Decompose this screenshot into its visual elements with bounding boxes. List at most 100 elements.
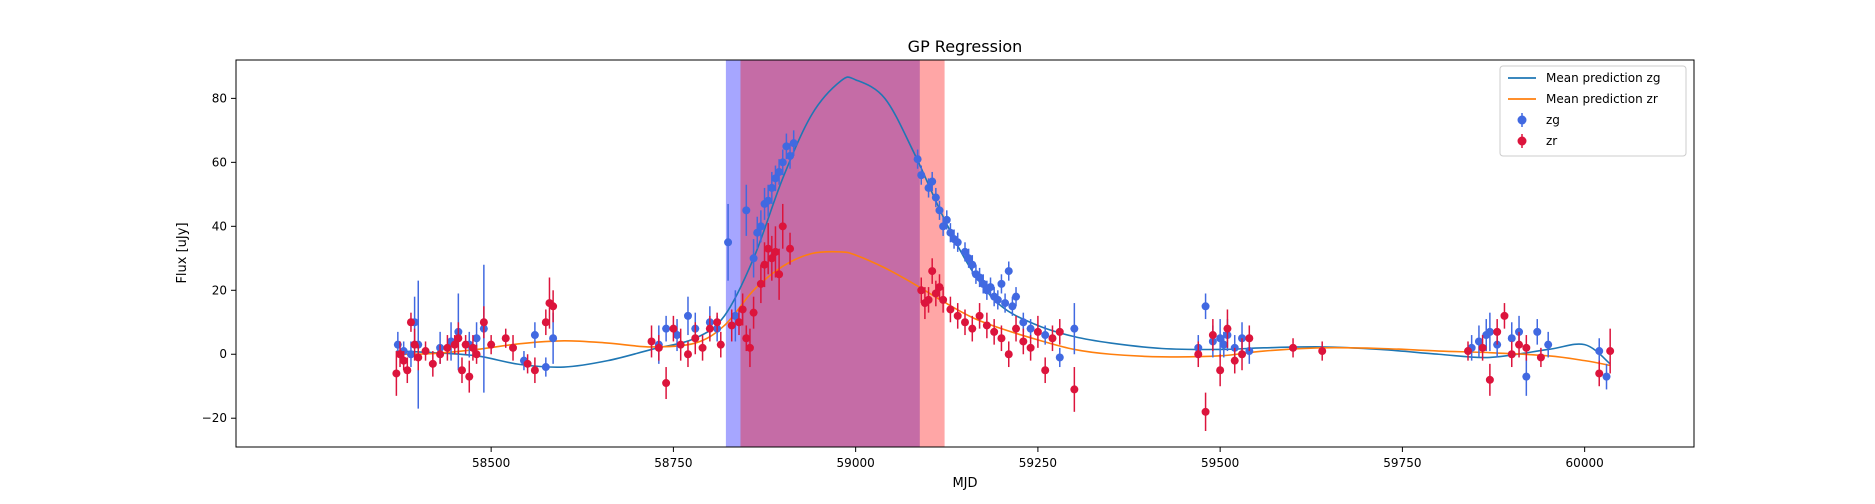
legend-entry-zr: zr [1517, 134, 1557, 148]
point-zg [964, 254, 973, 263]
point-zg [775, 167, 784, 176]
point-zr [771, 247, 780, 256]
point-zr [406, 318, 415, 327]
legend-entry-mean-prediction-zr: Mean prediction zr [1508, 92, 1658, 106]
legend-entry-mean-prediction-zg: Mean prediction zg [1508, 71, 1660, 85]
point-zg [939, 222, 948, 231]
point-zr [738, 305, 747, 314]
point-zr [1522, 343, 1531, 352]
point-zg [1507, 334, 1516, 343]
point-zr [403, 366, 412, 375]
point-zg [1004, 267, 1013, 276]
point-zr [1223, 324, 1232, 333]
x-tick-label: 59500 [1201, 456, 1239, 470]
point-zg [968, 260, 977, 269]
legend-label: zg [1546, 113, 1560, 127]
legend-marker-swatch [1517, 136, 1527, 146]
legend-label: Mean prediction zr [1546, 92, 1658, 106]
point-zr [1048, 334, 1057, 343]
point-zg [1019, 318, 1028, 327]
point-zg [724, 238, 733, 247]
point-zg [1595, 347, 1604, 356]
point-zg [961, 247, 969, 256]
point-zg [782, 142, 791, 151]
point-zg [1485, 327, 1494, 336]
point-zr [479, 318, 488, 327]
point-zr [1245, 334, 1254, 343]
point-zg [931, 193, 940, 202]
point-zr [436, 350, 445, 359]
y-tick-label: 20 [212, 283, 227, 297]
point-zr [1536, 353, 1545, 362]
point-zg [778, 158, 787, 167]
point-zr [421, 347, 430, 356]
point-zr [749, 308, 758, 317]
legend-label: zr [1546, 134, 1557, 148]
point-zg [683, 311, 692, 320]
point-zg [946, 228, 955, 237]
point-zr [465, 372, 474, 381]
point-zr [461, 340, 470, 349]
point-zg [1219, 340, 1228, 349]
point-zr [1026, 343, 1035, 352]
point-zg [1055, 353, 1064, 362]
point-zr [997, 334, 1006, 343]
point-zg [953, 238, 962, 247]
point-zr [676, 340, 685, 349]
y-tick-label: −20 [202, 411, 227, 425]
point-zr [457, 366, 466, 375]
point-zg [530, 331, 539, 340]
point-zr [778, 222, 787, 231]
legend: Mean prediction zg Mean prediction zr zg zr [1499, 65, 1687, 157]
point-zr [764, 244, 773, 253]
data-points [392, 130, 1615, 432]
point-zr [1041, 366, 1050, 375]
point-zr [414, 353, 423, 362]
point-zg [662, 324, 671, 333]
point-zr [1201, 407, 1210, 416]
point-zr [1019, 337, 1028, 346]
point-zr [760, 260, 769, 269]
point-zr [786, 244, 795, 253]
point-zr [662, 379, 671, 388]
point-zr [1595, 369, 1604, 378]
point-zg [917, 171, 926, 180]
point-zg [935, 206, 944, 215]
point-zr [396, 350, 405, 359]
point-zg [1544, 340, 1553, 349]
point-zg [1201, 302, 1210, 311]
point-zr [530, 366, 539, 375]
x-tick-label: 60000 [1566, 456, 1604, 470]
point-zg [928, 177, 937, 186]
point-zg [764, 196, 773, 205]
x-tick-label: 59000 [837, 456, 875, 470]
point-zr [745, 343, 754, 352]
point-zr [669, 324, 678, 333]
point-zg [975, 273, 984, 282]
point-zr [742, 334, 751, 343]
point-zg [406, 350, 415, 359]
point-zg [924, 183, 933, 192]
point-zr [946, 305, 955, 314]
point-zg [1026, 324, 1035, 333]
point-zg [1001, 299, 1010, 308]
point-zr [450, 340, 459, 349]
series-zg [393, 130, 1611, 409]
point-zr [1478, 343, 1487, 352]
point-zg [986, 283, 995, 292]
point-zr [1012, 324, 1021, 333]
point-zr [939, 295, 948, 304]
y-axis: −20 0 20 40 60 80 [202, 91, 236, 425]
point-zr [1004, 350, 1013, 359]
y-tick-label: 80 [212, 91, 227, 105]
point-zr [691, 334, 700, 343]
point-zr [541, 318, 550, 327]
point-zg [756, 222, 765, 231]
point-zr [654, 343, 663, 352]
shaded-region-zg [725, 60, 920, 447]
point-zr [523, 359, 532, 368]
point-zr [928, 267, 937, 276]
x-tick-label: 58750 [654, 456, 692, 470]
point-zr [982, 321, 991, 330]
point-zr [1606, 347, 1615, 356]
